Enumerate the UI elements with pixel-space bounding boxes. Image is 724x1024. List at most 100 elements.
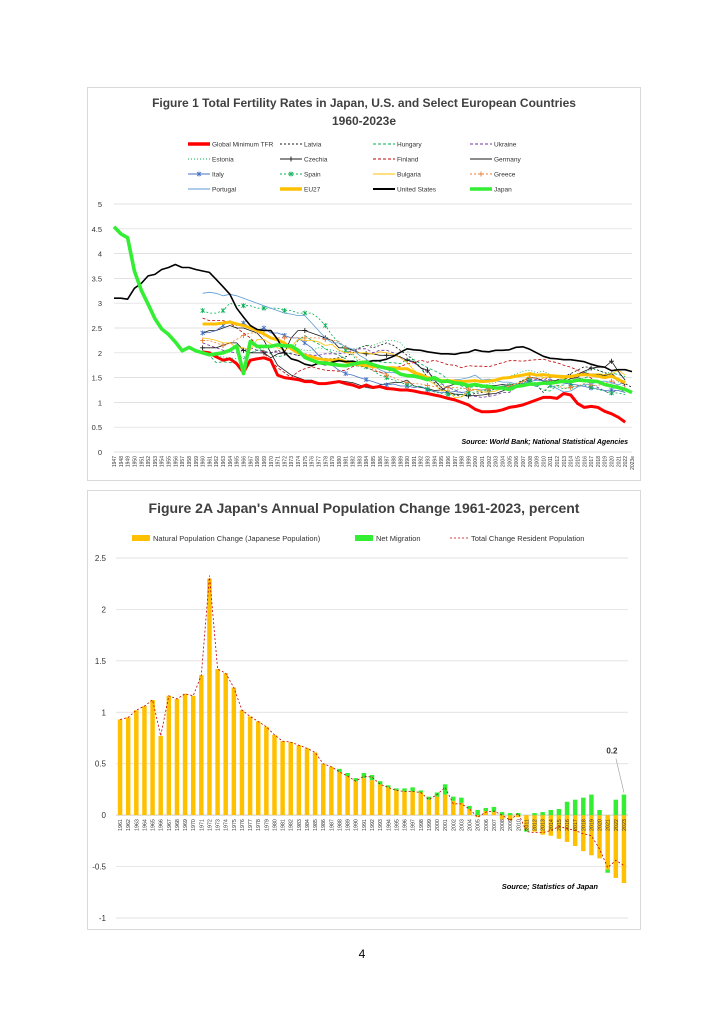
- x-tick-label: 1991: [362, 819, 368, 831]
- legend-item-united-states: United States: [373, 187, 437, 194]
- bar-natural-change: [540, 815, 545, 835]
- legend-swatch: [355, 535, 373, 541]
- bar-natural-change: [304, 748, 310, 816]
- bar-net-migration: [459, 797, 464, 803]
- legend-label: Germany: [494, 157, 521, 164]
- figure2a-title: Figure 2A Japan's Annual Population Chan…: [149, 500, 580, 516]
- x-tick-label: 1987: [329, 819, 335, 831]
- x-tick-label: 1949: [126, 456, 132, 467]
- bar-net-migration: [386, 785, 391, 788]
- bar-group: [312, 752, 318, 816]
- x-tick-label: 1978: [256, 819, 262, 831]
- x-tick-label: 1996: [403, 819, 409, 831]
- x-tick-label: 2018: [596, 456, 602, 467]
- x-tick-label: 1979: [264, 819, 270, 831]
- bar-natural-change: [337, 771, 342, 816]
- x-tick-label: 1969: [183, 819, 189, 831]
- x-tick-label: 1990: [354, 819, 360, 831]
- x-tick-label: 2009: [508, 819, 514, 831]
- x-tick-label: 1977: [316, 456, 322, 467]
- y-tick-label: 3: [98, 299, 102, 308]
- y-tick-label: 0: [102, 811, 107, 820]
- x-tick-label: 1972: [207, 819, 213, 831]
- bar-net-migration: [540, 812, 545, 816]
- x-tick-label: 1998: [460, 456, 466, 467]
- bar-group: [272, 734, 277, 816]
- x-tick-label: 2019: [589, 819, 595, 831]
- bar-group: [239, 710, 245, 816]
- bar-net-migration: [410, 787, 415, 792]
- legend-item-bulgaria: Bulgaria: [373, 172, 421, 179]
- y-tick-label: 2.5: [92, 324, 102, 333]
- x-tick-label: 1968: [175, 819, 181, 831]
- bar-net-migration: [597, 810, 602, 816]
- x-tick-label: 1974: [296, 456, 302, 467]
- figure2a-chart: Figure 2A Japan's Annual Population Chan…: [92, 500, 628, 923]
- bar-net-migration: [402, 788, 407, 792]
- bar-net-migration: [507, 813, 513, 816]
- bar-net-migration: [491, 806, 497, 813]
- series-japan: [112, 225, 633, 395]
- x-tick-label: 1989: [398, 456, 404, 467]
- bar-group: [231, 687, 237, 816]
- y-tick-label: -0.5: [92, 863, 106, 872]
- y-tick-label: 0.5: [92, 423, 102, 432]
- series-line-total-change: [119, 575, 625, 869]
- legend-item-eu27: EU27: [280, 187, 321, 194]
- x-tick-label: 2020: [610, 456, 616, 467]
- data-point: [445, 391, 451, 397]
- bar-group: [361, 772, 367, 816]
- x-tick-label: 1971: [199, 819, 205, 831]
- bar-natural-change: [548, 815, 554, 836]
- bar-group: [605, 815, 610, 873]
- legend-marker: [288, 156, 294, 162]
- series-line: [202, 332, 626, 391]
- bar-natural-change: [499, 815, 505, 820]
- x-tick-label: 2001: [480, 456, 486, 467]
- bar-natural-change: [467, 808, 472, 816]
- bar-group: [410, 787, 415, 816]
- legend-label: Natural Population Change (Japanese Popu…: [153, 534, 321, 543]
- series-line: [202, 320, 626, 384]
- x-tick-label: 1977: [248, 819, 254, 831]
- bar-natural-change: [255, 721, 261, 816]
- x-tick-label: 1993: [426, 456, 432, 467]
- series-global-minimum-tfr: [202, 350, 627, 424]
- legend-marker: [478, 171, 484, 177]
- bar-group: [247, 716, 253, 816]
- bar-net-migration: [337, 768, 342, 772]
- x-tick-label: 2020: [598, 819, 604, 831]
- x-tick-label: 1950: [132, 456, 138, 467]
- x-tick-label: 2013: [541, 819, 547, 831]
- annotation-leader: [615, 758, 625, 793]
- x-tick-label: 2015: [557, 819, 563, 831]
- legend-item-latvia: Latvia: [280, 142, 322, 149]
- x-tick-label: 2014: [549, 819, 555, 831]
- x-tick-label: 1995: [394, 819, 400, 831]
- bar-net-migration: [377, 781, 383, 785]
- legend-label: Ukraine: [494, 142, 517, 149]
- x-tick-label: 1963: [134, 819, 140, 831]
- x-tick-label: 2009: [535, 456, 541, 467]
- x-tick-label: 1974: [224, 819, 230, 831]
- bar-net-migration: [556, 808, 562, 816]
- legend-label: Japan: [494, 187, 512, 194]
- x-tick-label: 1995: [439, 456, 445, 467]
- x-tick-label: 1989: [346, 819, 352, 831]
- bar-natural-change: [605, 815, 610, 870]
- x-tick-label: 1985: [313, 819, 319, 831]
- bar-group: [280, 741, 285, 816]
- data-point: [281, 335, 287, 341]
- data-point: [527, 375, 533, 381]
- y-tick-label: 1.5: [92, 374, 102, 383]
- x-tick-label: 2023e: [630, 456, 636, 470]
- x-tick-label: 1971: [276, 456, 282, 467]
- x-tick-label: 2013: [562, 456, 568, 467]
- x-tick-label: 1967: [248, 456, 254, 467]
- x-tick-label: 1999: [427, 819, 433, 831]
- x-tick-label: 2008: [528, 456, 534, 467]
- bar-natural-change: [142, 706, 147, 816]
- bar-group: [158, 735, 163, 816]
- data-point: [609, 390, 614, 396]
- bar-group: [613, 799, 619, 878]
